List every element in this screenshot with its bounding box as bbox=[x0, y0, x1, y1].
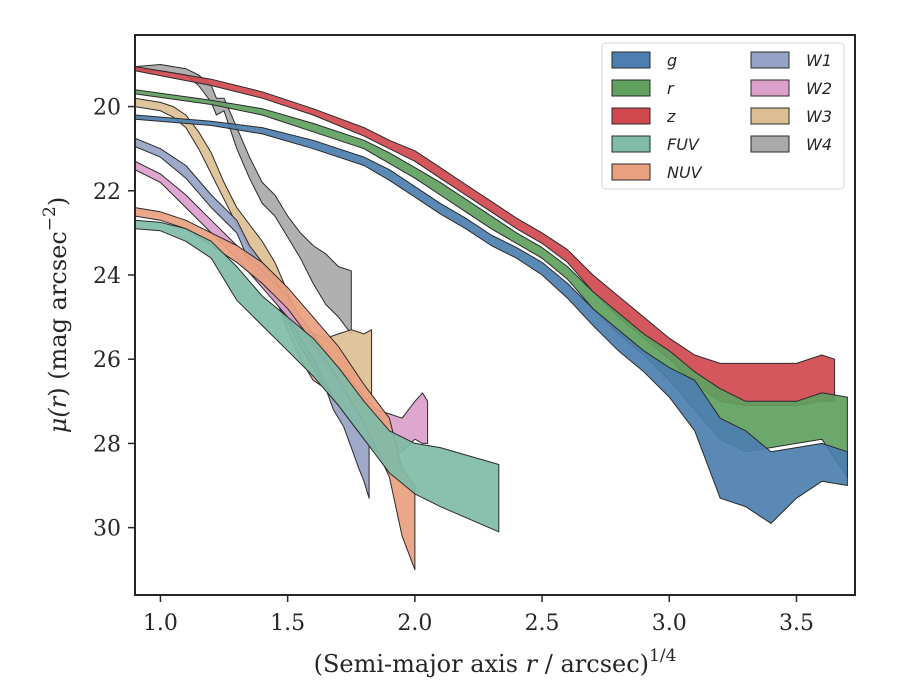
x-tick-label: 3.0 bbox=[652, 611, 687, 636]
legend-label-fuv: FUV bbox=[667, 135, 700, 154]
legend-label-w1: W1 bbox=[806, 51, 832, 70]
legend-swatch-w4 bbox=[750, 135, 790, 153]
legend-swatch-w1 bbox=[750, 51, 790, 69]
y-axis-title: μ(r) (mag arcsec−2) bbox=[40, 197, 72, 434]
x-tick-label: 2.5 bbox=[525, 611, 560, 636]
x-tick-label: 3.5 bbox=[779, 611, 814, 636]
legend-label-g: g bbox=[667, 51, 677, 70]
x-axis-title: (Semi-major axis r / arcsec)1/4 bbox=[314, 646, 677, 678]
legend-label-z: z bbox=[666, 107, 676, 126]
legend-label-nuv: NUV bbox=[667, 163, 703, 182]
x-axis-ticks: 1.0 1.5 2.0 2.5 3.0 3.5 bbox=[143, 595, 814, 636]
y-tick-label: 20 bbox=[93, 96, 121, 121]
legend-label-w3: W3 bbox=[806, 107, 832, 126]
plot-frame bbox=[134, 34, 856, 596]
x-tick-label: 1.0 bbox=[143, 611, 178, 636]
legend: grz FUV NUV W1 W2 W3 W4 bbox=[601, 42, 845, 190]
legend-label-w2: W2 bbox=[806, 79, 832, 98]
legend-label-r: r bbox=[667, 79, 675, 98]
series-bands bbox=[135, 64, 848, 571]
band-g bbox=[135, 114, 848, 524]
legend-swatch-z bbox=[611, 107, 651, 125]
legend-swatch-w3 bbox=[750, 107, 790, 125]
y-axis-ticks: 20 22 24 26 28 30 bbox=[93, 96, 135, 542]
x-tick-label: 2.0 bbox=[397, 611, 432, 636]
legend-swatch-r bbox=[611, 79, 651, 97]
legend-swatch-w2 bbox=[750, 79, 790, 97]
band-fuv bbox=[135, 219, 500, 533]
y-tick-label: 22 bbox=[93, 180, 121, 205]
legend-swatch-nuv bbox=[611, 163, 651, 181]
y-tick-label: 24 bbox=[93, 264, 121, 289]
y-tick-label: 30 bbox=[93, 517, 121, 542]
legend-swatch-g bbox=[611, 51, 651, 69]
legend-label-w4: W4 bbox=[806, 135, 832, 154]
x-tick-label: 1.5 bbox=[270, 611, 305, 636]
y-tick-label: 26 bbox=[93, 348, 121, 373]
legend-swatch-fuv bbox=[611, 135, 651, 153]
y-tick-label: 28 bbox=[93, 432, 121, 457]
